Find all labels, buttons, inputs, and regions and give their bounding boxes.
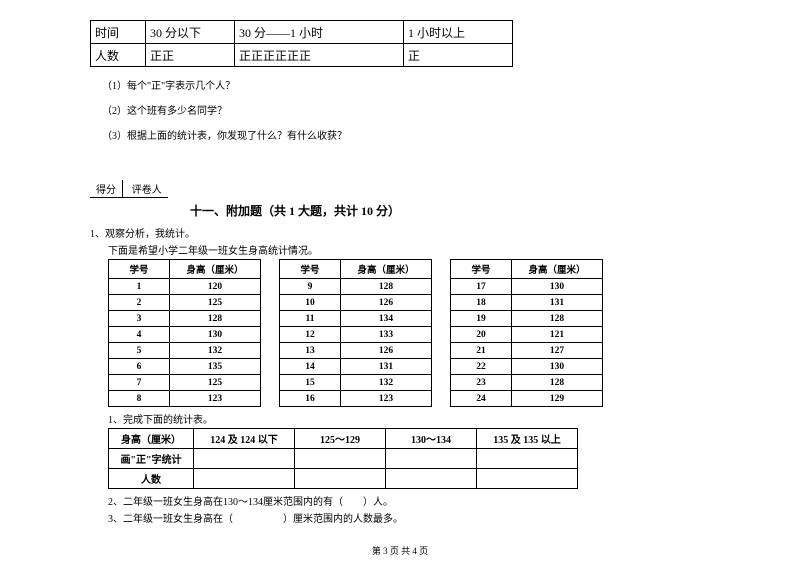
cell-id: 21 xyxy=(451,343,512,359)
sum-th-3: 130～134 xyxy=(386,429,477,449)
cell-height: 130 xyxy=(170,327,261,343)
cell-id: 3 xyxy=(109,311,170,327)
sum-count-cell xyxy=(295,469,386,489)
cell-height: 128 xyxy=(512,375,603,391)
cell-height: 128 xyxy=(170,311,261,327)
follow-q3: 3、二年级一班女生身高在（ ）厘米范围内的人数最多。 xyxy=(108,510,710,525)
cell-height: 133 xyxy=(341,327,432,343)
cell-id: 8 xyxy=(109,391,170,407)
cell-id: 12 xyxy=(280,327,341,343)
score-box: 得分 评卷人 xyxy=(90,180,168,198)
cell-id: 23 xyxy=(451,375,512,391)
th-under30: 30 分以下 xyxy=(146,21,235,44)
th-time: 时间 xyxy=(91,21,146,44)
sum-th-2: 125～129 xyxy=(295,429,386,449)
cell-id: 15 xyxy=(280,375,341,391)
cell-id: 6 xyxy=(109,359,170,375)
cell-height: 126 xyxy=(341,343,432,359)
cell-height: 128 xyxy=(512,311,603,327)
cell-height: 123 xyxy=(341,391,432,407)
sum-count-cell xyxy=(386,469,477,489)
question-1: （1）每个"正"字表示几个人？ xyxy=(102,77,710,92)
observe-lead: 1、观察分析，我统计。 xyxy=(90,225,710,240)
cell-id: 16 xyxy=(280,391,341,407)
th-height-2: 身高（厘米） xyxy=(512,260,603,279)
summary-table: 身高（厘米）124 及 124 以下125～129130～134135 及 13… xyxy=(108,428,578,489)
th-height-0: 身高（厘米） xyxy=(170,260,261,279)
cell-id: 7 xyxy=(109,375,170,391)
cell-height: 135 xyxy=(170,359,261,375)
cell-id: 13 xyxy=(280,343,341,359)
cell-height: 127 xyxy=(512,343,603,359)
sum-tally-cell xyxy=(194,449,295,469)
cell-height: 130 xyxy=(512,279,603,295)
sum-th-1: 124 及 124 以下 xyxy=(194,429,295,449)
cell-id: 20 xyxy=(451,327,512,343)
cell-id: 1 xyxy=(109,279,170,295)
th-id-2: 学号 xyxy=(451,260,512,279)
cell-under30: 正正 xyxy=(146,44,235,67)
sum-th-4: 135 及 135 以上 xyxy=(477,429,578,449)
cell-height: 128 xyxy=(341,279,432,295)
cell-id: 9 xyxy=(280,279,341,295)
cell-height: 123 xyxy=(170,391,261,407)
th-id-1: 学号 xyxy=(280,260,341,279)
cell-height: 134 xyxy=(341,311,432,327)
sum-row-count: 人数 xyxy=(109,469,194,489)
cell-height: 125 xyxy=(170,295,261,311)
sum-count-cell xyxy=(194,469,295,489)
cell-id: 24 xyxy=(451,391,512,407)
cell-height: 132 xyxy=(170,343,261,359)
cell-height: 125 xyxy=(170,375,261,391)
sum-row-tally: 画"正"字统计 xyxy=(109,449,194,469)
cell-height: 129 xyxy=(512,391,603,407)
grader-label: 评卷人 xyxy=(126,180,168,197)
summary-lead: 1、完成下面的统计表。 xyxy=(108,411,710,426)
cell-height: 131 xyxy=(341,359,432,375)
sum-tally-cell xyxy=(295,449,386,469)
cell-height: 126 xyxy=(341,295,432,311)
cell-id: 18 xyxy=(451,295,512,311)
observe-sub: 下面是希望小学二年级一班女生身高统计情况。 xyxy=(108,242,710,257)
sum-count-cell xyxy=(477,469,578,489)
section-title-11: 十一、附加题（共 1 大题，共计 10 分） xyxy=(190,202,710,219)
cell-id: 11 xyxy=(280,311,341,327)
th-id-0: 学号 xyxy=(109,260,170,279)
follow-q2: 2、二年级一班女生身高在130～134厘米范围内的有（ ）人。 xyxy=(108,493,710,508)
cell-id: 5 xyxy=(109,343,170,359)
question-2: （2）这个班有多少名同学？ xyxy=(102,102,710,117)
cell-height: 132 xyxy=(341,375,432,391)
time-usage-table: 时间 30 分以下 30 分——1 小时 1 小时以上 人数 正正 正正正正正正… xyxy=(90,20,513,67)
cell-height: 121 xyxy=(512,327,603,343)
cell-id: 22 xyxy=(451,359,512,375)
cell-id: 19 xyxy=(451,311,512,327)
th-over1h: 1 小时以上 xyxy=(404,21,513,44)
cell-height: 120 xyxy=(170,279,261,295)
cell-over1h: 正 xyxy=(404,44,513,67)
cell-height: 131 xyxy=(512,295,603,311)
th-height-1: 身高（厘米） xyxy=(341,260,432,279)
sum-tally-cell xyxy=(386,449,477,469)
cell-id: 4 xyxy=(109,327,170,343)
sum-th-0: 身高（厘米） xyxy=(109,429,194,449)
cell-30to1h: 正正正正正正 xyxy=(235,44,404,67)
cell-id: 10 xyxy=(280,295,341,311)
th-30to1h: 30 分——1 小时 xyxy=(235,21,404,44)
page-footer: 第 3 页 共 4 页 xyxy=(0,544,800,557)
height-data-table: 学号身高（厘米）学号身高（厘米）学号身高（厘米） 112091281713021… xyxy=(108,259,603,407)
row-label-count: 人数 xyxy=(91,44,146,67)
cell-id: 14 xyxy=(280,359,341,375)
score-label: 得分 xyxy=(90,180,123,197)
cell-id: 17 xyxy=(451,279,512,295)
cell-id: 2 xyxy=(109,295,170,311)
cell-height: 130 xyxy=(512,359,603,375)
sum-tally-cell xyxy=(477,449,578,469)
question-3: （3）根据上面的统计表，你发现了什么？有什么收获？ xyxy=(102,127,710,142)
